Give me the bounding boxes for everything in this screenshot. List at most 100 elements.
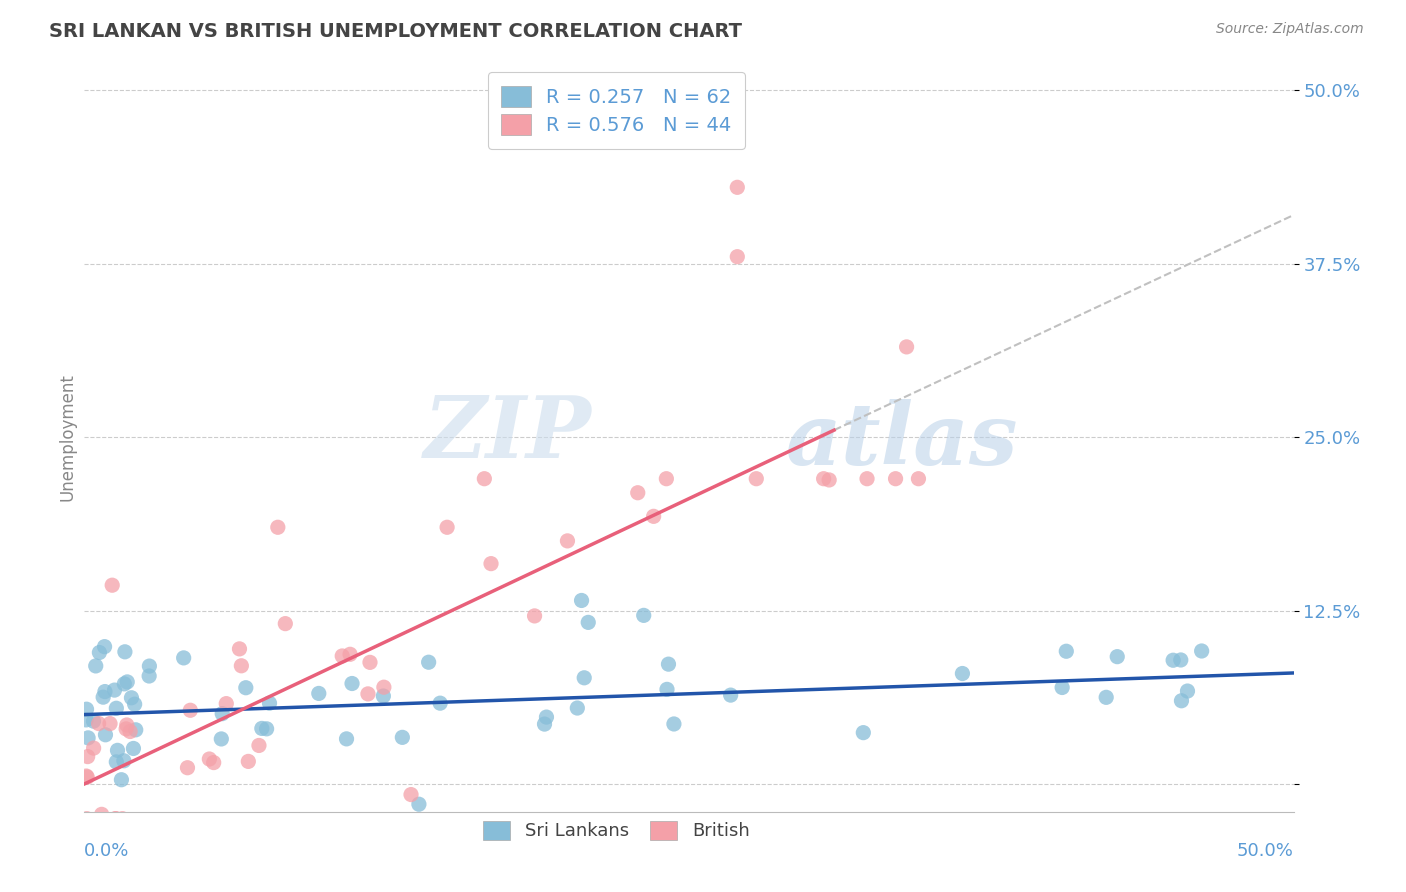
Point xyxy=(112,754,135,768)
Point xyxy=(418,655,440,669)
Point xyxy=(479,557,502,571)
Legend: Sri Lankans, British: Sri Lankans, British xyxy=(475,814,756,847)
Point xyxy=(76,812,98,826)
Point xyxy=(567,701,589,715)
Point xyxy=(274,616,297,631)
Point xyxy=(89,646,111,660)
Point xyxy=(436,520,458,534)
Point xyxy=(76,770,98,784)
Point xyxy=(373,689,395,703)
Point xyxy=(633,608,655,623)
Point xyxy=(643,509,665,524)
Point xyxy=(211,706,233,721)
Y-axis label: Unemployment: Unemployment xyxy=(58,373,76,501)
Point xyxy=(77,731,100,745)
Point xyxy=(1054,644,1077,658)
Point xyxy=(238,755,260,769)
Point xyxy=(179,703,201,717)
Point xyxy=(536,710,558,724)
Point xyxy=(76,749,98,764)
Point xyxy=(98,716,121,731)
Point xyxy=(125,723,148,737)
Point xyxy=(391,731,413,745)
Point xyxy=(339,648,361,662)
Point xyxy=(103,683,125,698)
Point xyxy=(340,676,363,690)
Point xyxy=(231,658,253,673)
Point xyxy=(90,807,112,822)
Point xyxy=(725,180,748,194)
Point xyxy=(852,725,875,739)
Point xyxy=(720,688,742,702)
Point xyxy=(235,681,257,695)
Point xyxy=(330,648,353,663)
Point xyxy=(75,713,97,727)
Point xyxy=(655,682,678,697)
Point xyxy=(576,615,599,630)
Point xyxy=(408,797,430,812)
Point xyxy=(1170,694,1192,708)
Point xyxy=(259,696,281,710)
Point xyxy=(104,812,127,826)
Text: SRI LANKAN VS BRITISH UNEMPLOYMENT CORRELATION CHART: SRI LANKAN VS BRITISH UNEMPLOYMENT CORRE… xyxy=(49,22,742,41)
Point xyxy=(1095,690,1118,705)
Point xyxy=(627,485,650,500)
Point xyxy=(745,472,768,486)
Point xyxy=(105,701,128,715)
Point xyxy=(1170,653,1192,667)
Point xyxy=(215,697,238,711)
Point xyxy=(1161,653,1184,667)
Point xyxy=(83,741,105,756)
Point xyxy=(884,472,907,486)
Point xyxy=(335,731,357,746)
Point xyxy=(1177,684,1199,698)
Point xyxy=(110,772,132,787)
Point xyxy=(82,714,104,728)
Point xyxy=(84,659,107,673)
Point xyxy=(124,697,146,711)
Text: 50.0%: 50.0% xyxy=(1237,842,1294,860)
Point xyxy=(472,472,495,486)
Point xyxy=(1107,649,1129,664)
Point xyxy=(655,472,678,486)
Point xyxy=(115,718,138,732)
Point xyxy=(101,578,124,592)
Point xyxy=(856,472,879,486)
Point xyxy=(120,690,142,705)
Text: ZIP: ZIP xyxy=(425,392,592,475)
Point xyxy=(256,722,278,736)
Point xyxy=(112,677,135,691)
Point xyxy=(115,722,138,736)
Point xyxy=(373,680,395,694)
Point xyxy=(574,671,596,685)
Text: Source: ZipAtlas.com: Source: ZipAtlas.com xyxy=(1216,22,1364,37)
Point xyxy=(1191,644,1213,658)
Point xyxy=(662,717,685,731)
Point xyxy=(533,717,555,731)
Point xyxy=(1050,681,1073,695)
Point xyxy=(357,687,380,701)
Point xyxy=(267,520,290,534)
Point xyxy=(120,724,142,739)
Point xyxy=(198,752,221,766)
Point xyxy=(115,674,138,689)
Point xyxy=(952,666,974,681)
Point xyxy=(75,769,97,783)
Point xyxy=(247,739,270,753)
Point xyxy=(818,473,841,487)
Point xyxy=(94,684,117,698)
Point xyxy=(523,608,546,623)
Point xyxy=(359,656,381,670)
Point xyxy=(657,657,679,672)
Point xyxy=(87,716,110,731)
Point xyxy=(105,755,128,769)
Point xyxy=(725,250,748,264)
Point xyxy=(173,651,195,665)
Point xyxy=(105,812,128,826)
Text: atlas: atlas xyxy=(786,399,1018,483)
Point xyxy=(429,696,451,710)
Point xyxy=(138,669,160,683)
Point xyxy=(122,741,145,756)
Text: 0.0%: 0.0% xyxy=(84,842,129,860)
Point xyxy=(571,593,593,607)
